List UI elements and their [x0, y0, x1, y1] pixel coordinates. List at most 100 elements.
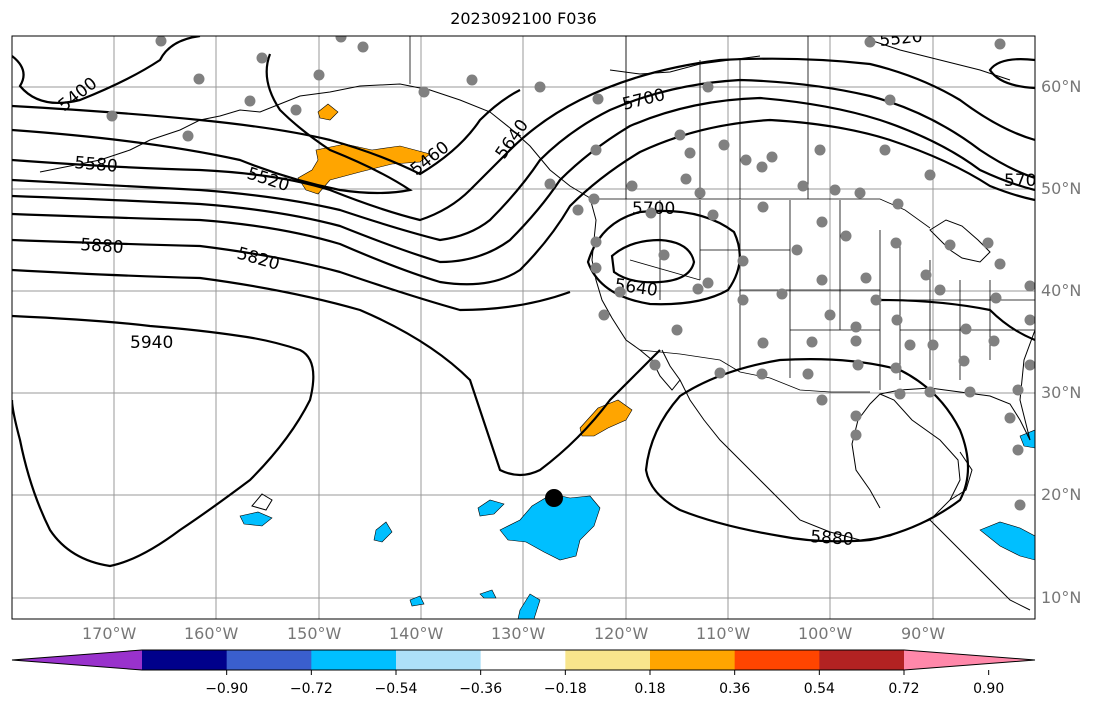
station-dot: [934, 284, 946, 296]
border-us-canada: [594, 198, 931, 229]
station-dot: [927, 339, 939, 351]
colorbar-tick-label: −0.18: [543, 681, 587, 697]
contour-label: 5940: [130, 333, 173, 353]
station-dot: [757, 337, 769, 349]
station-dot: [256, 52, 268, 64]
station-dot: [988, 335, 1000, 347]
station-dot: [814, 144, 826, 156]
negative-anomaly-areas: [239, 429, 1035, 619]
longitude-label: 150°W: [287, 624, 342, 643]
station-dot: [313, 69, 325, 81]
longitude-label: 160°W: [184, 624, 239, 643]
station-dot: [737, 294, 749, 306]
station-dot: [816, 274, 828, 286]
station-dot: [155, 36, 167, 47]
coastline-hudson: [869, 39, 1011, 81]
height-contours: [12, 36, 1035, 568]
station-dot: [588, 193, 600, 205]
station-dot: [850, 429, 862, 441]
colorbar-tick-label: −0.72: [289, 681, 333, 697]
anomaly-area-small-5: [409, 595, 425, 607]
colorbar-segment: [311, 650, 397, 670]
station-dot: [884, 94, 896, 106]
station-dot: [590, 236, 602, 248]
station-dot: [816, 394, 828, 406]
station-dot: [892, 198, 904, 210]
station-dot: [335, 36, 347, 43]
station-dot: [924, 169, 936, 181]
contour-5880-north: [12, 268, 661, 477]
station-dot: [718, 139, 730, 151]
station-dot: [592, 93, 604, 105]
station-dot: [106, 110, 118, 122]
station-dot: [658, 249, 670, 261]
colorbar-tick-label: 0.72: [888, 681, 920, 697]
station-dot: [649, 359, 661, 371]
station-dot: [982, 237, 994, 249]
station-dot: [960, 323, 972, 335]
anomaly-area-small-6: [479, 589, 497, 599]
station-dot: [757, 201, 769, 213]
longitude-label: 130°W: [491, 624, 546, 643]
station-dot: [924, 386, 936, 398]
contour-5760: [12, 118, 1035, 286]
station-dot: [824, 309, 836, 321]
longitude-label: 140°W: [389, 624, 444, 643]
station-dot: [891, 314, 903, 326]
station-dot: [1014, 499, 1026, 511]
colorbar-segment: [565, 650, 651, 670]
longitude-label: 110°W: [696, 624, 751, 643]
station-dot: [692, 283, 704, 295]
contour-low-center-inner: [610, 238, 696, 284]
station-dot: [645, 207, 657, 219]
contour-label: 570: [1004, 171, 1036, 191]
colorbar-tick-label: 0.90: [973, 681, 1005, 697]
station-dot: [626, 180, 638, 192]
colorbar-extend-low: [12, 650, 142, 670]
latitude-label: 10°N: [1041, 588, 1082, 607]
station-dot: [904, 339, 916, 351]
station-dot: [920, 269, 932, 281]
colorbar-segment: [396, 650, 482, 670]
station-dot: [990, 292, 1002, 304]
station-dot: [852, 359, 864, 371]
contour-5400-east: [988, 58, 1035, 90]
station-dot: [671, 324, 683, 336]
colorbar-tick-label: 0.36: [719, 681, 751, 697]
latitude-label: 30°N: [1041, 383, 1082, 402]
station-dot: [964, 386, 976, 398]
anomaly-area-caribbean: [979, 521, 1035, 561]
contour-label: 5880: [80, 235, 125, 258]
station-dot: [860, 272, 872, 284]
longitude-label: 120°W: [594, 624, 649, 643]
colorbar-tick-label: −0.54: [374, 681, 418, 697]
anomaly-area-small-4: [517, 593, 541, 619]
contour-5820: [12, 238, 571, 312]
station-dot: [674, 129, 686, 141]
station-dot: [797, 180, 809, 192]
station-dot: [1024, 280, 1035, 292]
contour-5400: [12, 36, 201, 104]
station-dot: [806, 336, 818, 348]
station-dot: [598, 309, 610, 321]
station-dot: [357, 41, 369, 53]
station-dot: [756, 368, 768, 380]
station-dot: [680, 173, 692, 185]
station-dot: [879, 144, 891, 156]
coastline-yucatan: [949, 451, 973, 501]
station-dot: [244, 95, 256, 107]
border-us-states-west: [629, 200, 881, 390]
station-dot: [816, 216, 828, 228]
station-dot: [850, 410, 862, 422]
station-dot: [802, 368, 814, 380]
colorbar-segment: [142, 650, 228, 670]
station-dot: [894, 388, 906, 400]
station-dot: [702, 81, 714, 93]
station-dot: [958, 355, 970, 367]
station-dot: [590, 262, 602, 274]
station-markers: [106, 36, 1035, 511]
station-dot: [791, 244, 803, 256]
colorbar-tick-label: −0.90: [205, 681, 249, 697]
anomaly-area-gulf-of-alaska: [297, 143, 431, 195]
